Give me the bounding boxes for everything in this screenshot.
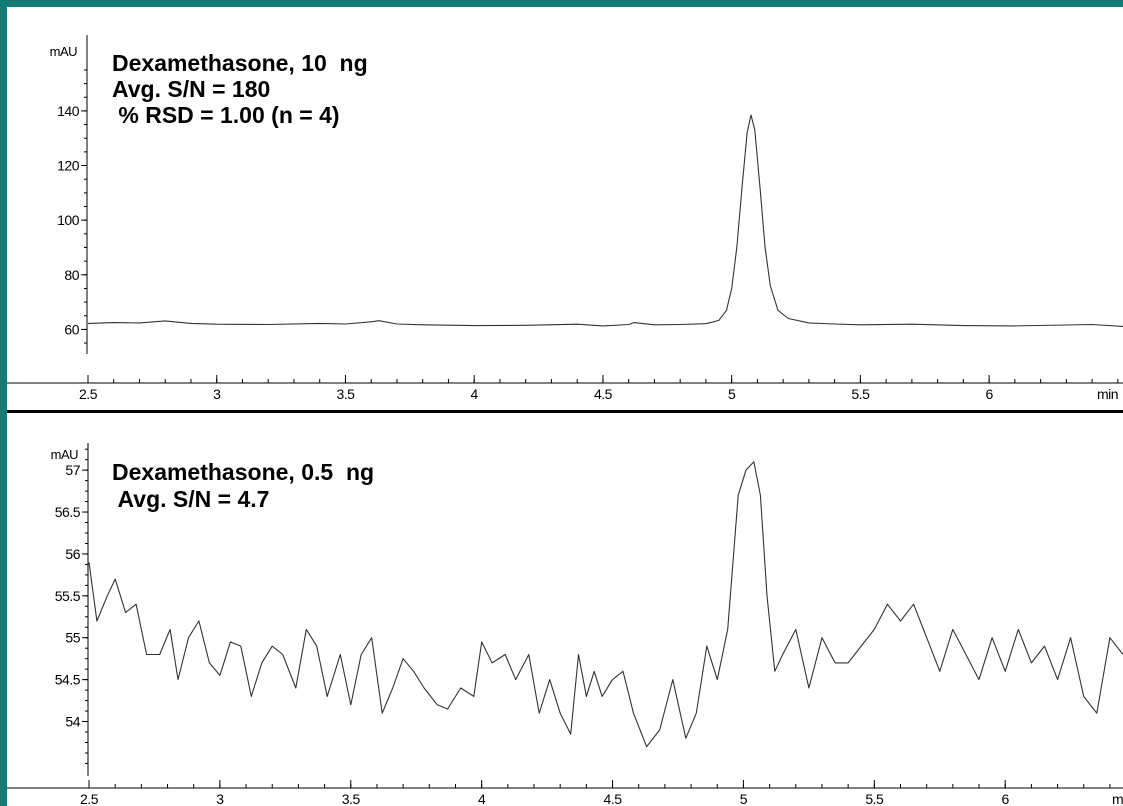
chromatogram-top-svg: 60 80 100 120 140 mAU 2.5 3 3.5 4 4.5 5 5.5 6 min	[7, 35, 1123, 402]
annotation-compound-10ng: Dexamethasone, 10 ng	[112, 50, 368, 76]
x-tick-label: 4	[471, 386, 479, 402]
y-tick-label: 56.5	[55, 504, 81, 520]
annotation-compound-0-5ng: Dexamethasone, 0.5 ng	[112, 459, 375, 485]
x-tick-label: 5.5	[865, 791, 884, 806]
chromatogram-panel-top: 60 80 100 120 140 mAU 2.5 3 3.5 4 4.5 5 5.5 6 min Dexa…	[7, 7, 1123, 410]
x-tick-label: 2.5	[79, 386, 98, 402]
x-tick-label: 4.5	[594, 386, 613, 402]
y-tick-label: 54.5	[55, 672, 81, 688]
y-axis-unit: mAU	[51, 447, 79, 462]
y-tick-label: 57	[65, 462, 80, 478]
y-tick-label: 60	[64, 321, 79, 337]
x-tick-label: 5	[728, 386, 736, 402]
y-tick-label: 100	[57, 212, 80, 228]
y-tick-label: 120	[57, 158, 80, 174]
x-axis-unit: min	[1097, 386, 1118, 402]
x-tick-label: 4.5	[604, 791, 623, 806]
annotation-sn-4-7: Avg. S/N = 4.7	[112, 486, 270, 512]
y-tick-label: 56	[65, 546, 80, 562]
x-tick-label: 3.5	[336, 386, 355, 402]
x-tick-label: 6	[1002, 791, 1010, 806]
y-axis-unit: mAU	[50, 44, 78, 59]
chromatogram-panel-bottom: 54 54.5 55 55.5 56 56.5 57 mAU 2.5 3 3.5 4 4.5 5 5.5 6 m…	[7, 415, 1123, 806]
x-axis-unit: min	[1112, 791, 1123, 806]
panel-divider	[7, 410, 1123, 413]
x-tick-label: 6	[985, 386, 993, 402]
y-tick-label: 140	[57, 103, 80, 119]
x-tick-label: 2.5	[80, 791, 99, 806]
x-tick-label: 5	[740, 791, 748, 806]
x-tick-label: 3.5	[342, 791, 361, 806]
annotation-sn-180: Avg. S/N = 180	[112, 76, 271, 102]
y-tick-label: 54	[65, 714, 80, 730]
x-tick-label: 5.5	[851, 386, 870, 402]
x-tick-label: 3	[213, 386, 221, 402]
y-tick-label: 55.5	[55, 588, 81, 604]
x-tick-label: 3	[216, 791, 224, 806]
y-tick-label: 80	[64, 267, 79, 283]
annotation-rsd: % RSD = 1.00 (n = 4)	[112, 102, 340, 128]
chromatogram-trace-1	[88, 461, 1123, 748]
chromatogram-trace-0	[87, 114, 1123, 327]
y-tick-label: 55	[65, 630, 80, 646]
x-tick-label: 4	[478, 791, 486, 806]
